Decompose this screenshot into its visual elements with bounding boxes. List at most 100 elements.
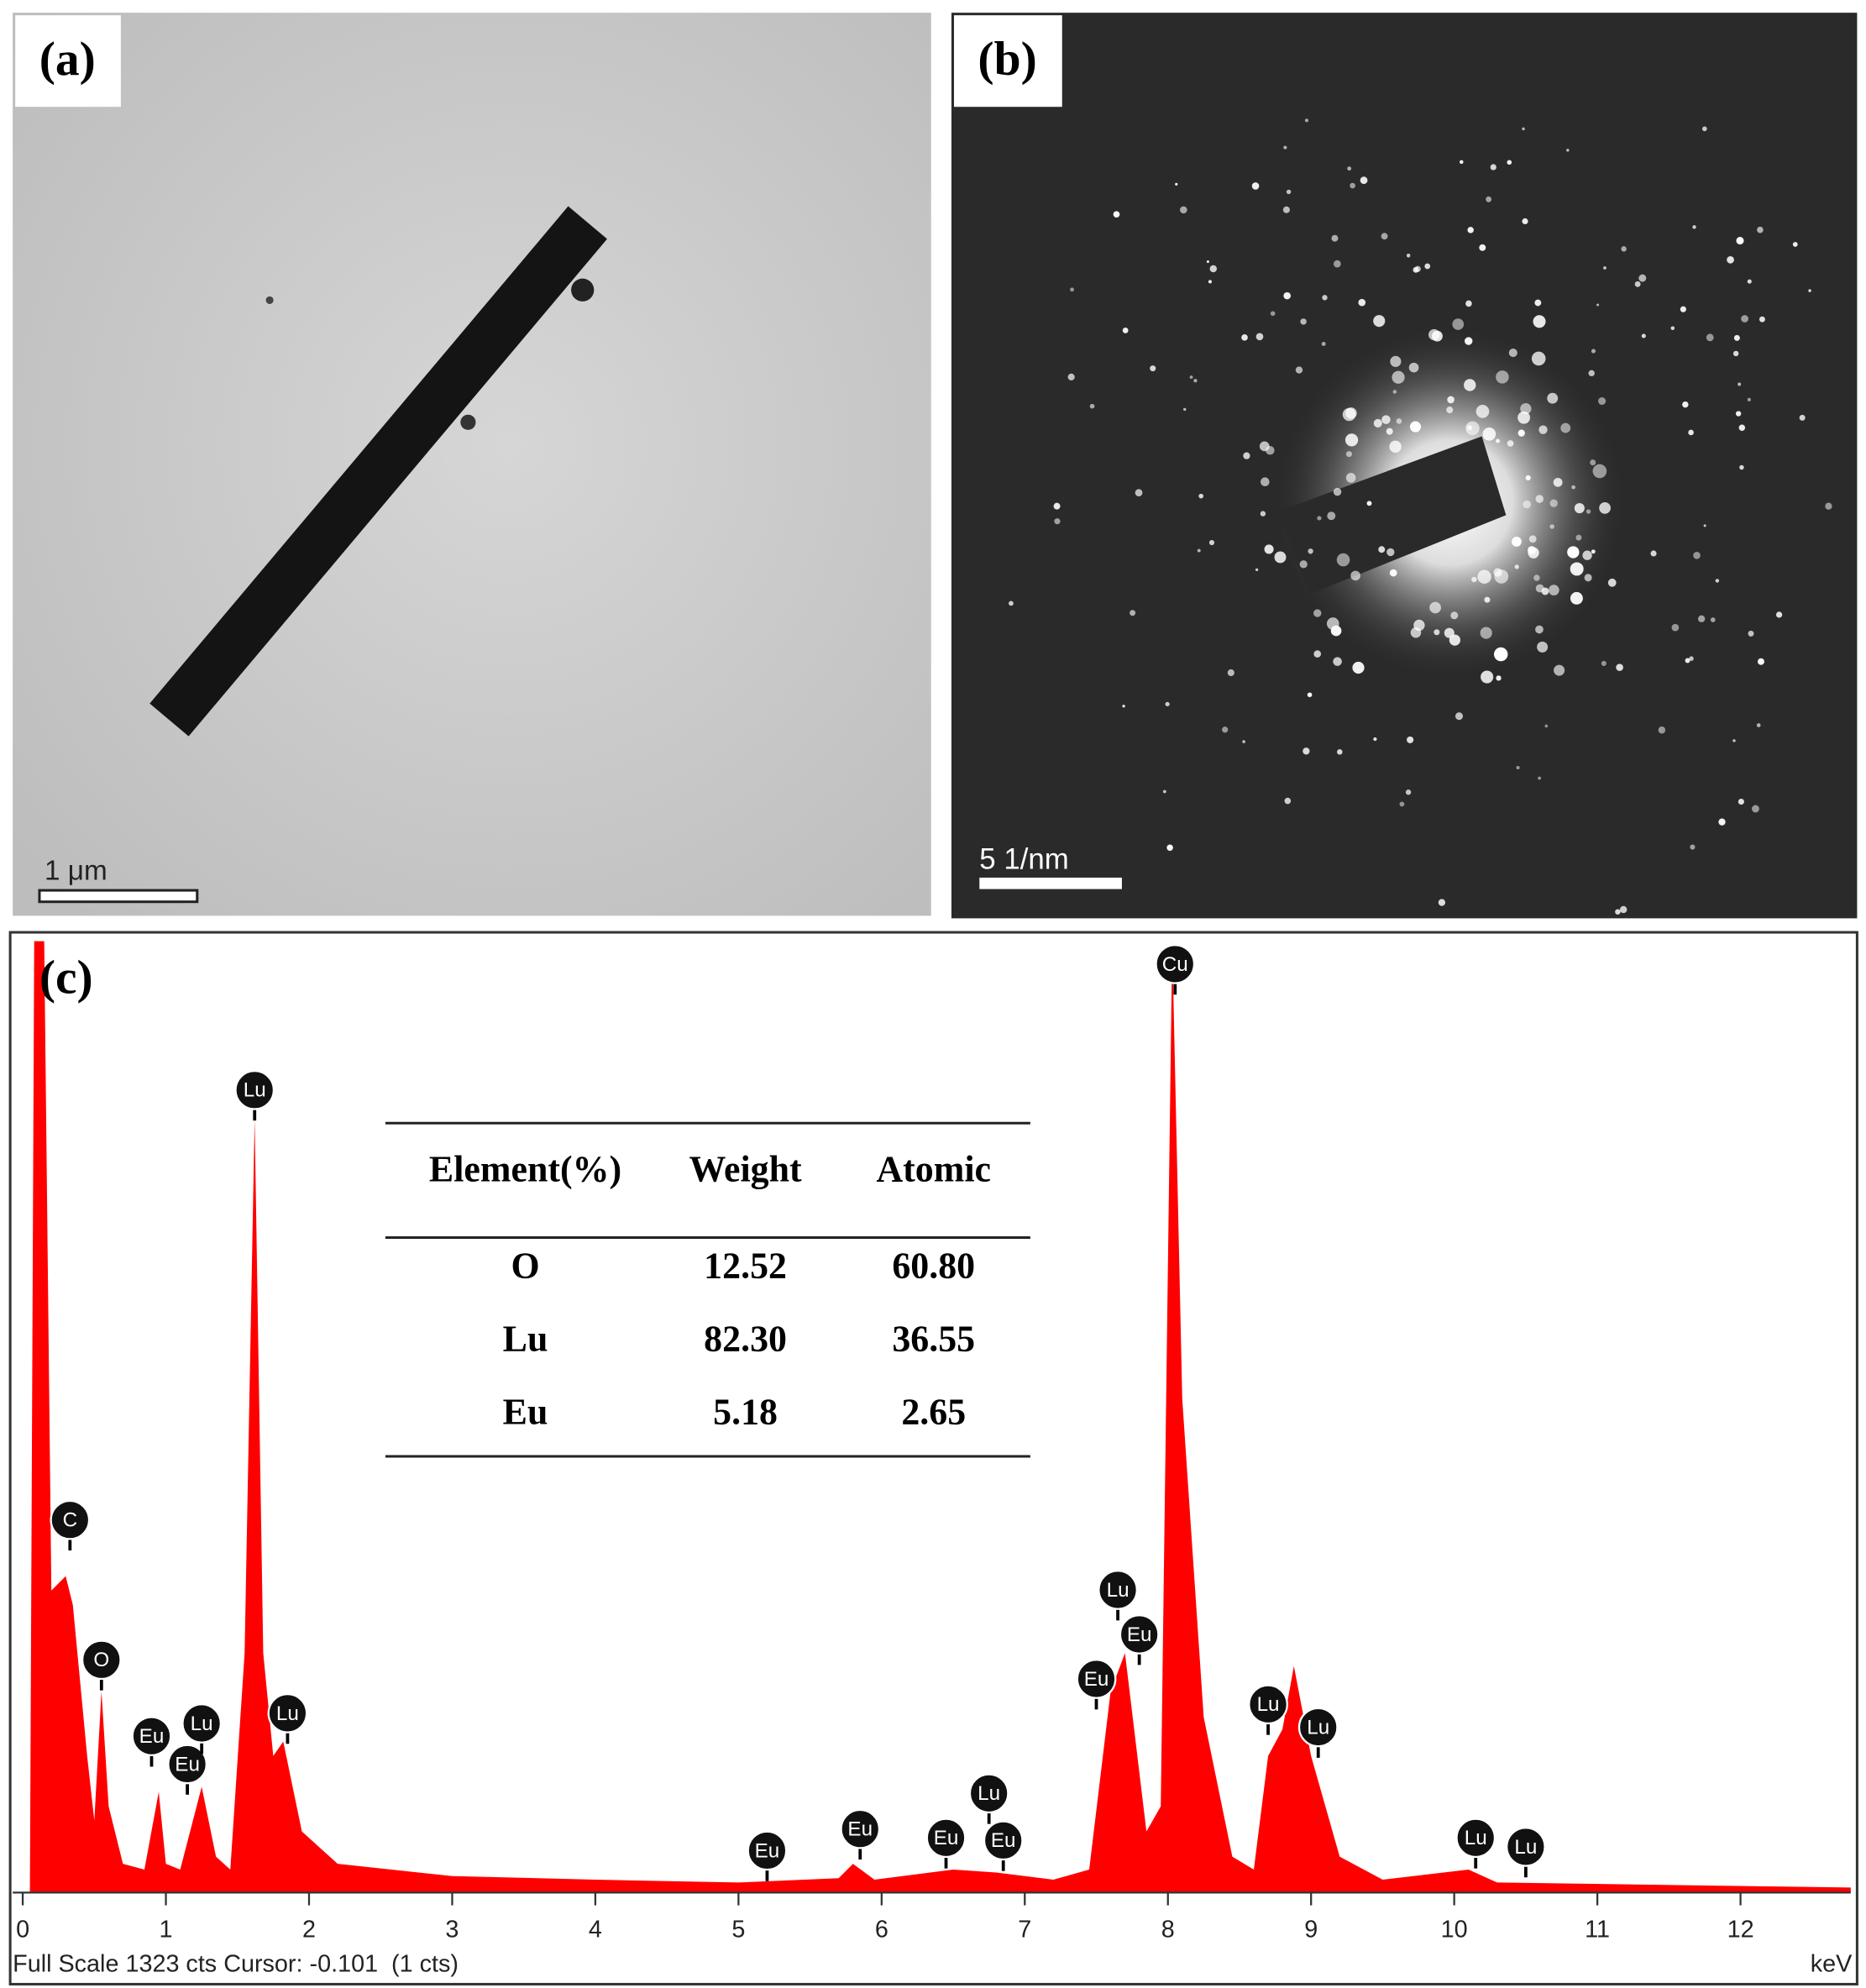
diffraction-spot (1389, 569, 1397, 577)
diffraction-spot (1350, 570, 1360, 581)
diffraction-spot (1757, 226, 1764, 233)
diffraction-spot (1227, 669, 1234, 677)
peak-label: Eu (1127, 1623, 1152, 1646)
peak-label: Eu (755, 1839, 780, 1862)
diffraction-spot (1490, 164, 1496, 170)
diffraction-spot (1592, 464, 1607, 479)
diffraction-spot (1697, 615, 1706, 622)
diffraction-spot (1522, 127, 1525, 131)
diffraction-spot (1206, 260, 1209, 264)
diffraction-spot (1752, 805, 1759, 813)
diffraction-spot (1706, 333, 1714, 342)
diffraction-spot (1741, 315, 1748, 323)
diffraction-spot (1264, 544, 1274, 554)
diffraction-spot (1535, 495, 1544, 503)
x-tick-label: 4 (589, 1916, 602, 1943)
diffraction-spot (1571, 485, 1575, 490)
diffraction-spot (1703, 524, 1706, 527)
diffraction-spot (1209, 265, 1218, 273)
diffraction-spot (1621, 246, 1627, 252)
diffraction-spot (1282, 206, 1290, 213)
diffraction-spot (1390, 355, 1402, 367)
diffraction-spot (1321, 341, 1326, 346)
peak-label: Lu (1465, 1827, 1487, 1849)
diffraction-spot (1255, 568, 1259, 572)
diffraction-spot (1180, 206, 1187, 214)
peak-marker (983, 1820, 1024, 1861)
diffraction-spot (1407, 736, 1414, 743)
diffraction-spot (1450, 611, 1459, 620)
particle (460, 414, 476, 430)
diffraction-spot (1333, 260, 1341, 268)
diffraction-spot (1718, 818, 1726, 826)
diffraction-spot (1386, 427, 1393, 435)
peak-label: Eu (139, 1725, 165, 1748)
peak-marker (1076, 1659, 1117, 1699)
table-header: Element(%) (429, 1148, 621, 1189)
diffraction-spot (1455, 712, 1464, 721)
diffraction-spot (1792, 242, 1798, 247)
table-cell: O (511, 1245, 539, 1286)
diffraction-spot (1508, 349, 1517, 358)
peak-label: Lu (191, 1713, 213, 1735)
diffraction-spot (1360, 176, 1368, 185)
diffraction-spot (1590, 459, 1596, 466)
panel-label: (a) (39, 33, 96, 86)
diffraction-spot (1067, 373, 1075, 380)
peak-label: Cu (1162, 953, 1188, 976)
diffraction-spot (1350, 182, 1355, 189)
diffraction-spot (1553, 477, 1563, 487)
diffraction-spot (1243, 452, 1250, 459)
diffraction-spot (1775, 611, 1783, 618)
diffraction-spot (1409, 421, 1422, 433)
label-box (953, 15, 1062, 108)
peak-marker (267, 1693, 308, 1734)
diffraction-spot (1122, 705, 1125, 708)
diffraction-spot (1507, 440, 1514, 447)
diffraction-spot (1480, 627, 1492, 639)
diffraction-spot (1541, 587, 1549, 595)
table-header: Atomic (876, 1148, 991, 1189)
diffraction-spot (1352, 661, 1365, 674)
table-header: Weight (689, 1148, 802, 1189)
x-tick-label: 5 (731, 1916, 745, 1943)
diffraction-spot (1738, 798, 1744, 805)
table-cell: Eu (503, 1392, 548, 1433)
diffraction-spot (1567, 546, 1580, 559)
diffraction-spot (1373, 418, 1382, 427)
diffraction-spot (1408, 362, 1419, 373)
diffraction-spot (1345, 473, 1356, 483)
diffraction-spot (1189, 375, 1193, 379)
diffraction-spot (1399, 801, 1405, 807)
diffraction-spot (1733, 334, 1740, 341)
diffraction-spot (1482, 427, 1496, 441)
diffraction-spot (1274, 551, 1287, 564)
diffraction-spot (1467, 227, 1474, 233)
diffraction-spot (1591, 349, 1596, 354)
diffraction-spot (1685, 658, 1690, 664)
diffraction-spot (1525, 475, 1531, 481)
diffraction-spot (1599, 502, 1611, 514)
peak-marker (925, 1818, 967, 1859)
diffraction-spot (1493, 647, 1508, 662)
diffraction-spot (1574, 503, 1585, 514)
diffraction-spot (1452, 318, 1465, 330)
diffraction-spot (1584, 574, 1592, 582)
x-tick-label: 0 (16, 1916, 29, 1943)
peak-marker (234, 1069, 275, 1110)
diffraction-spot (1701, 126, 1707, 132)
diffraction-spot (1616, 664, 1623, 671)
diffraction-spot (1261, 477, 1270, 487)
diffraction-spot (1317, 516, 1322, 521)
scale-bar (38, 889, 199, 904)
diffraction-spot (1591, 549, 1596, 554)
footer: Full Scale 1323 cts Cursor: -0.101 (1 ct… (13, 1950, 459, 1977)
diffraction-spot (1465, 421, 1480, 436)
diffraction-spot (1089, 403, 1095, 409)
diffraction-spot (1738, 382, 1742, 386)
diffraction-spot (1447, 396, 1455, 404)
diffraction-spot (1727, 255, 1734, 264)
peak-label: Lu (1307, 1716, 1329, 1739)
peak-label: Eu (847, 1818, 873, 1841)
diffraction-spot (1464, 379, 1476, 391)
